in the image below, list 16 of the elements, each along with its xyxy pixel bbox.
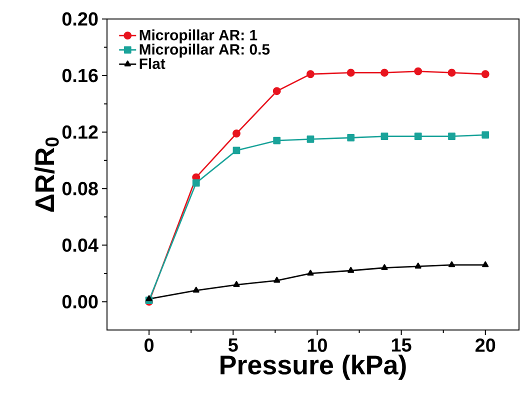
y-tick-label: 0.08: [62, 182, 98, 196]
x-tick-label: 5: [228, 338, 238, 352]
x-tick-label: 10: [308, 338, 327, 352]
y-tick-label: 0.20: [62, 12, 98, 26]
x-axis-title: Pressure (kPa): [220, 354, 406, 380]
x-tick-label: 20: [476, 338, 496, 352]
legend-label: Micropillar AR: 0.5: [140, 44, 270, 58]
y-tick-label: 0.16: [62, 68, 98, 82]
x-tick-label: 0: [144, 338, 154, 352]
y-tick-label: 0.00: [62, 295, 98, 308]
legend-label: Micropillar AR: 1: [140, 29, 258, 44]
y-axis-title: ΔR/R$_{0}$: [34, 137, 59, 212]
legend-label: Flat: [140, 58, 166, 70]
x-tick-label: 15: [392, 338, 412, 352]
y-tick-label: 0.12: [62, 125, 98, 139]
y-tick-label: 0.04: [62, 238, 98, 252]
